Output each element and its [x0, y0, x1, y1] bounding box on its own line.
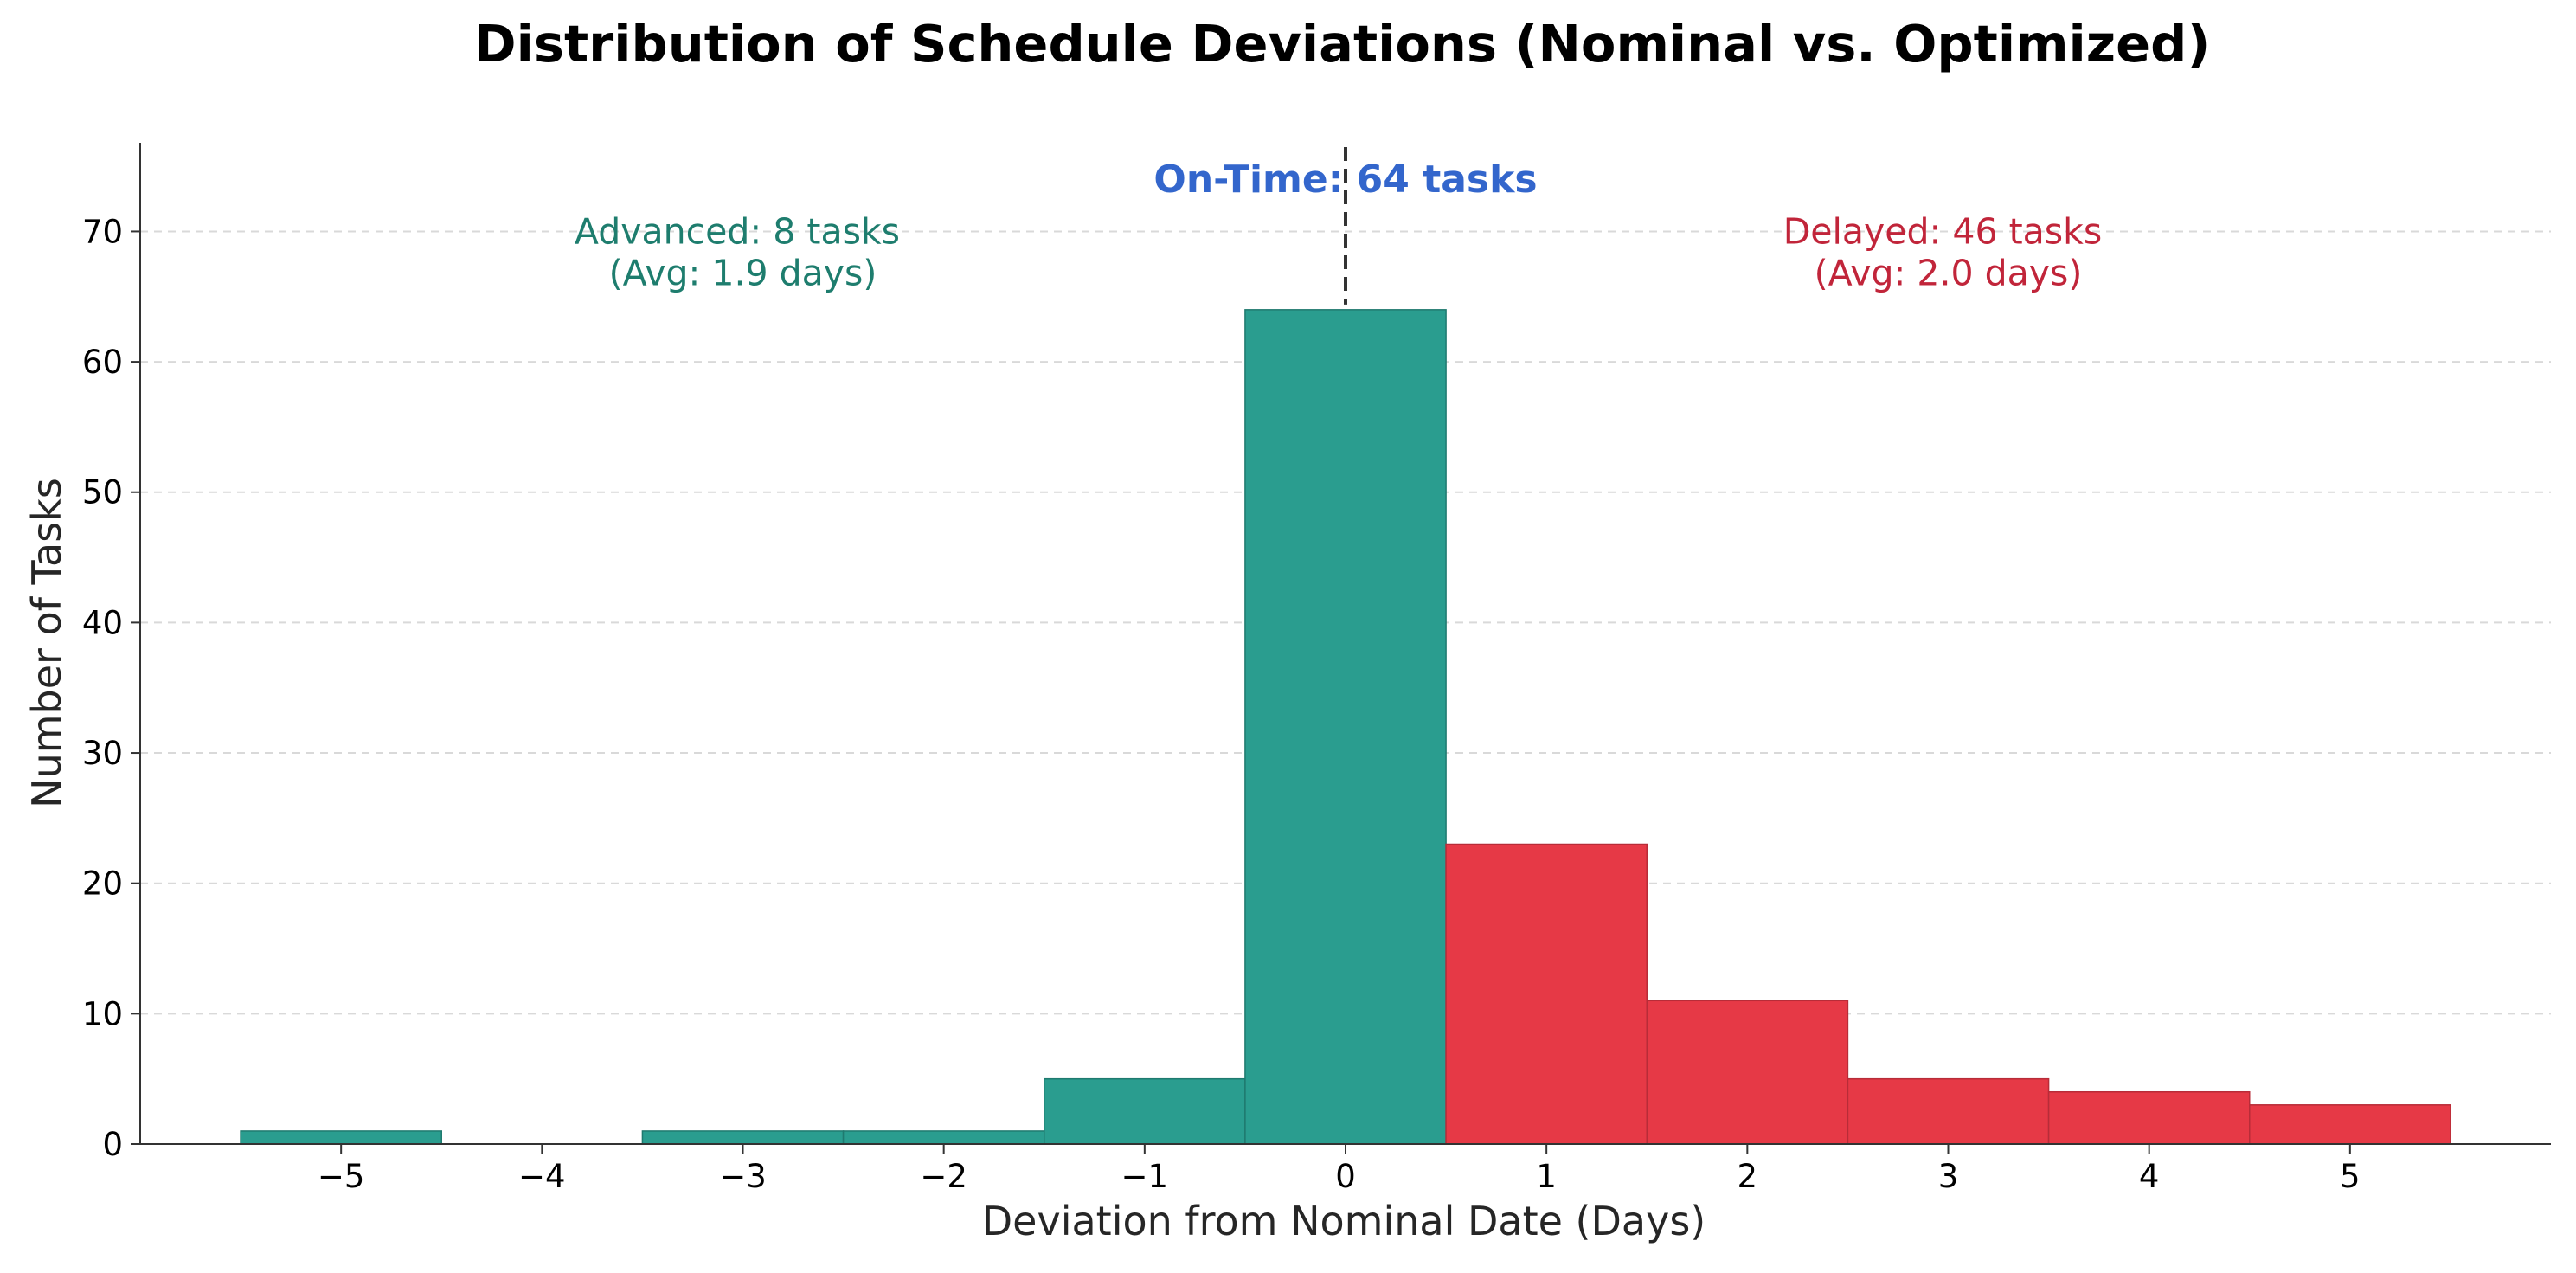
bar-advanced — [641, 1130, 845, 1145]
x-tick-label: 5 — [2340, 1158, 2361, 1195]
x-tick-label: 4 — [2139, 1158, 2160, 1195]
bars-layer — [240, 309, 2451, 1145]
bar-advanced — [240, 1130, 443, 1145]
x-ticks: −5 −4 −3 −2 −1 0 1 2 3 4 5 — [318, 1144, 2361, 1195]
x-tick-label: −2 — [920, 1158, 967, 1195]
bar-delayed — [1445, 843, 1648, 1145]
chart-title: Distribution of Schedule Deviations (Nom… — [474, 14, 2211, 74]
annotation-advanced: Advanced: 8 tasks (Avg: 1.9 days) — [575, 210, 911, 293]
y-tick-label: 40 — [82, 604, 123, 641]
y-axis-label: Number of Tasks — [23, 478, 70, 808]
x-tick-label: −5 — [318, 1158, 365, 1195]
y-tick-label: 30 — [82, 735, 123, 772]
bar-delayed — [1847, 1077, 2050, 1145]
bar-delayed — [2047, 1090, 2251, 1145]
x-tick-label: −3 — [719, 1158, 767, 1195]
y-tick-label: 60 — [82, 344, 123, 381]
bar-advanced — [1044, 1077, 1246, 1145]
bar-advanced — [842, 1130, 1045, 1145]
x-tick-label: −4 — [518, 1158, 566, 1195]
annotation-on-time: On-Time: 64 tasks — [1153, 158, 1537, 202]
annotation-delayed-count: Delayed: 46 tasks — [1783, 210, 2103, 252]
annotation-advanced-count: Advanced: 8 tasks — [575, 210, 900, 252]
y-ticks: 0 10 20 30 40 50 60 70 — [82, 213, 140, 1163]
annotation-delayed: Delayed: 46 tasks (Avg: 2.0 days) — [1783, 210, 2114, 293]
x-tick-label: 0 — [1335, 1158, 1356, 1195]
bar-on-time — [1244, 309, 1447, 1145]
y-tick-label: 10 — [82, 995, 123, 1032]
y-tick-label: 0 — [102, 1126, 123, 1163]
bar-delayed — [2249, 1104, 2451, 1145]
x-tick-label: 2 — [1738, 1158, 1758, 1195]
x-tick-label: 3 — [1938, 1158, 1959, 1195]
x-axis-label: Deviation from Nominal Date (Days) — [982, 1198, 1706, 1244]
x-tick-label: 1 — [1536, 1158, 1557, 1195]
y-tick-label: 70 — [82, 213, 123, 250]
annotation-delayed-avg: (Avg: 2.0 days) — [1815, 252, 2083, 293]
x-tick-label: −1 — [1121, 1158, 1169, 1195]
bar-delayed — [1646, 1000, 1849, 1145]
y-tick-label: 50 — [82, 474, 123, 511]
y-tick-label: 20 — [82, 865, 123, 903]
annotation-advanced-avg: (Avg: 1.9 days) — [609, 252, 877, 293]
